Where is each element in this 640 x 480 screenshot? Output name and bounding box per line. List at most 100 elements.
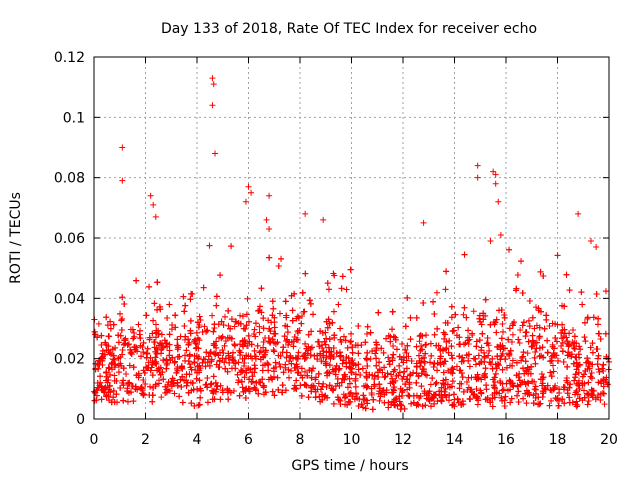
data-point	[442, 385, 449, 392]
data-point	[373, 345, 380, 352]
data-point	[169, 375, 176, 382]
data-point	[427, 359, 434, 366]
data-point	[352, 371, 359, 378]
data-point	[495, 362, 502, 369]
data-point	[260, 339, 267, 346]
data-point	[463, 379, 470, 386]
data-point	[571, 345, 578, 352]
data-point	[458, 401, 465, 408]
outlier-point	[474, 174, 481, 181]
data-point	[547, 386, 554, 393]
data-point	[441, 335, 448, 342]
data-point	[509, 331, 516, 338]
data-point	[547, 369, 554, 376]
data-point	[304, 372, 311, 379]
data-point	[484, 335, 491, 342]
data-point	[288, 367, 295, 374]
data-point	[559, 339, 566, 346]
data-point	[140, 392, 147, 399]
data-point	[174, 379, 181, 386]
data-point	[558, 342, 565, 349]
data-point	[437, 353, 444, 360]
data-point	[441, 358, 448, 365]
data-point	[182, 357, 189, 364]
data-point	[346, 380, 353, 387]
data-point	[261, 351, 268, 358]
data-point	[388, 401, 395, 408]
data-point	[428, 352, 435, 359]
data-point	[594, 346, 601, 353]
data-point	[297, 372, 304, 379]
data-point	[466, 395, 473, 402]
data-point	[301, 308, 308, 315]
data-point	[404, 376, 411, 383]
data-point	[339, 360, 346, 367]
data-point	[373, 355, 380, 362]
data-point	[589, 394, 596, 401]
data-point	[188, 290, 195, 297]
data-point	[347, 339, 354, 346]
data-point	[571, 333, 578, 340]
data-point	[262, 389, 269, 396]
data-point	[482, 296, 489, 303]
data-point	[308, 374, 315, 381]
data-point	[225, 307, 232, 314]
data-point	[194, 319, 201, 326]
data-point	[349, 393, 356, 400]
data-point	[465, 374, 472, 381]
data-point	[252, 353, 259, 360]
data-point	[305, 394, 312, 401]
data-point	[115, 339, 122, 346]
data-point	[199, 329, 206, 336]
data-point	[520, 319, 527, 326]
data-point	[503, 364, 510, 371]
data-point	[240, 325, 247, 332]
data-point	[151, 339, 158, 346]
data-point	[585, 360, 592, 367]
data-point	[555, 402, 562, 409]
data-point	[580, 387, 587, 394]
data-point	[507, 347, 514, 354]
data-point	[107, 389, 114, 396]
data-point	[531, 354, 538, 361]
data-point	[589, 340, 596, 347]
outlier-point	[210, 81, 217, 88]
data-point	[532, 304, 539, 311]
data-point	[393, 395, 400, 402]
data-point	[363, 374, 370, 381]
data-point	[499, 320, 506, 327]
data-point	[259, 376, 266, 383]
data-point	[191, 402, 198, 409]
data-point	[431, 331, 438, 338]
data-point	[338, 338, 345, 345]
y-tick-label: 0.12	[54, 50, 85, 66]
data-point	[271, 330, 278, 337]
data-point	[433, 379, 440, 386]
data-point	[307, 300, 314, 307]
data-point	[564, 338, 571, 345]
data-point	[284, 329, 291, 336]
data-point	[153, 345, 160, 352]
data-point	[230, 349, 237, 356]
data-point	[163, 365, 170, 372]
data-point	[532, 348, 539, 355]
data-point	[211, 321, 218, 328]
data-point	[324, 324, 331, 331]
outlier-point	[497, 231, 504, 238]
outlier-point	[492, 171, 499, 178]
data-point	[149, 359, 156, 366]
data-point	[209, 390, 216, 397]
data-point	[540, 390, 547, 397]
data-point	[303, 345, 310, 352]
data-point	[120, 397, 127, 404]
data-point	[224, 334, 231, 341]
data-point	[484, 395, 491, 402]
data-point	[538, 371, 545, 378]
data-point	[340, 333, 347, 340]
data-point	[272, 359, 279, 366]
data-point	[572, 389, 579, 396]
data-point	[243, 322, 250, 329]
data-point	[565, 349, 572, 356]
data-point	[302, 270, 309, 277]
data-point	[519, 379, 526, 386]
